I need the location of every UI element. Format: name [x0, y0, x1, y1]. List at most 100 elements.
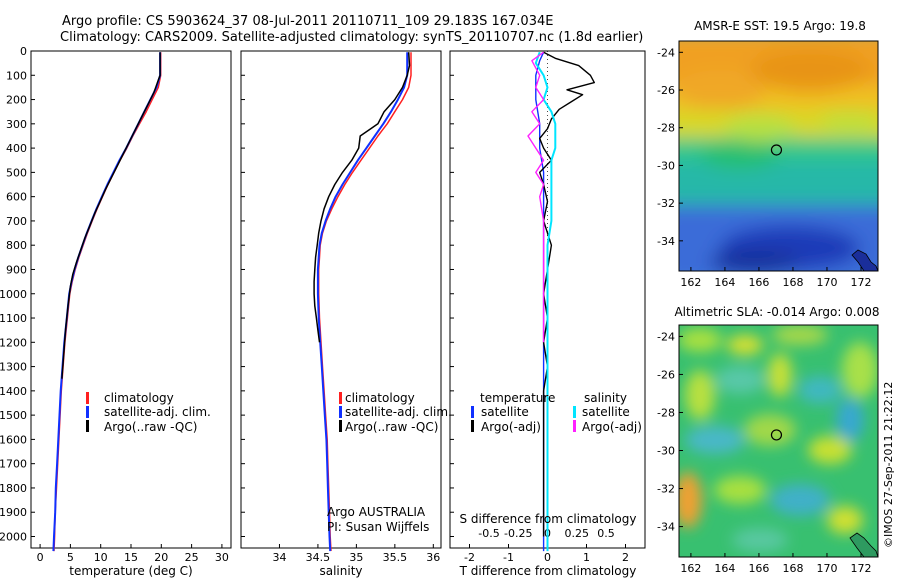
legend-label: satellite-adj. clim. — [104, 405, 211, 419]
lat-tick-label: -30 — [657, 445, 675, 458]
temperature-xlabel: temperature (deg C) — [69, 564, 192, 578]
x-tick-label: 35 — [349, 551, 363, 564]
x-tick-label: 15 — [124, 551, 138, 564]
salinity-xlabel: salinity — [319, 564, 362, 578]
legend-swatch-satellite — [86, 406, 89, 418]
legend-swatch-sat-salinity — [573, 406, 576, 418]
s-diff-tick-label: 0.25 — [565, 527, 590, 540]
legend-swatch-climatology — [339, 392, 342, 404]
legend-swatch-climatology — [86, 392, 89, 404]
lon-tick-label: 168 — [782, 562, 803, 575]
series-line-argo — [61, 52, 161, 379]
legend-label: Argo(-adj) — [481, 420, 541, 434]
depth-tick-label: 1200 — [0, 336, 27, 349]
t-diff-tick-label: 0 — [544, 551, 551, 564]
depth-tick-label: 1400 — [0, 385, 27, 398]
argo-program-annotation: Argo AUSTRALIA — [327, 505, 426, 519]
depth-tick-label: 100 — [6, 69, 27, 82]
legend-swatch-argo-temperature — [471, 420, 474, 432]
difference-legend: temperature salinity satellite Argo(-adj… — [471, 391, 642, 434]
legend-header-temperature: temperature — [480, 391, 555, 405]
series-line-climatology — [53, 52, 162, 552]
t-diff-tick-label: 2 — [622, 551, 629, 564]
s-diff-tick-label: -0.25 — [504, 527, 532, 540]
depth-tick-label: 1500 — [0, 409, 27, 422]
lon-tick-label: 170 — [816, 276, 837, 289]
lon-tick-label: 164 — [714, 562, 735, 575]
depth-tick-label: 2000 — [0, 531, 27, 544]
sst-map-frame — [678, 40, 879, 272]
depth-tick-label: 1000 — [0, 288, 27, 301]
depth-tick-label: 200 — [6, 94, 27, 107]
lat-tick-label: -26 — [657, 84, 675, 97]
diff-line-sat-salinity — [534, 51, 557, 552]
series-line-argo — [313, 52, 411, 343]
depth-tick-label: 1600 — [0, 433, 27, 446]
lat-tick-label: -24 — [657, 46, 675, 59]
x-tick-label: 20 — [154, 551, 168, 564]
lon-tick-label: 162 — [680, 276, 701, 289]
difference-xlabel-top: S difference from climatology — [460, 512, 637, 526]
diff-line-argo-salinity — [527, 51, 545, 343]
t-diff-tick-label: -1 — [503, 551, 514, 564]
pi-annotation: PI: Susan Wijffels — [327, 520, 429, 534]
s-diff-tick-label: 0.5 — [597, 527, 615, 540]
x-tick-label: 34 — [272, 551, 286, 564]
depth-tick-label: 500 — [6, 166, 27, 179]
depth-tick-label: 800 — [6, 239, 27, 252]
sst-map — [679, 41, 878, 271]
depth-tick-label: 1300 — [0, 361, 27, 374]
argo-location-marker — [770, 144, 783, 156]
temperature-legend: climatology satellite-adj. clim. Argo(..… — [86, 391, 211, 434]
legend-header-salinity: salinity — [584, 391, 627, 405]
legend-swatch-argo — [339, 420, 342, 432]
sla-map-axes: 162 164 166 168 170 172 -24 -26 -28 -30 -32 -34 — [657, 330, 871, 575]
temperature-plot: 0 5 10 15 20 25 30 — [37, 52, 229, 564]
lon-tick-label: 170 — [816, 562, 837, 575]
sst-map-title: AMSR-E SST: 19.5 Argo: 19.8 — [694, 19, 866, 33]
t-diff-tick-label: 1 — [583, 551, 590, 564]
argo-location-marker — [770, 429, 783, 441]
lon-tick-label: 168 — [782, 276, 803, 289]
x-tick-label: 30 — [215, 551, 229, 564]
depth-tick-label: 300 — [6, 118, 27, 131]
lon-tick-label: 172 — [850, 562, 871, 575]
series-line-climatology — [317, 52, 412, 552]
x-tick-label: 35.5 — [383, 551, 408, 564]
lon-tick-label: 166 — [748, 276, 769, 289]
depth-tick-label: 600 — [6, 191, 27, 204]
x-tick-label: 10 — [94, 551, 108, 564]
lon-tick-label: 162 — [680, 562, 701, 575]
figure-title-line1: Argo profile: CS 5903624_37 08-Jul-2011 … — [62, 14, 553, 29]
lat-tick-label: -26 — [657, 368, 675, 381]
difference-plot: -2 -1 0 1 2-0.5 -0.25 0 0.25 0.5 — [464, 51, 629, 564]
depth-tick-label: 900 — [6, 263, 27, 276]
sst-map-axes: 162 164 166 168 170 172 -24 -26 -28 -30 -32 -34 — [657, 46, 871, 289]
salinity-panel — [240, 50, 442, 549]
x-tick-label: 5 — [67, 551, 74, 564]
x-tick-label: 25 — [185, 551, 199, 564]
lat-tick-label: -28 — [657, 406, 675, 419]
lat-tick-label: -34 — [657, 521, 675, 534]
legend-label: satellite — [582, 405, 630, 419]
series-line-satellite — [316, 52, 409, 552]
temperature-panel — [30, 50, 232, 549]
legend-label: satellite — [481, 405, 529, 419]
lat-tick-label: -32 — [657, 483, 675, 496]
figure-title-line2: Climatology: CARS2009. Satellite-adjuste… — [60, 30, 643, 45]
legend-swatch-sat-temperature — [471, 406, 474, 418]
lon-tick-label: 172 — [850, 276, 871, 289]
legend-label: Argo(..raw -QC) — [104, 420, 197, 434]
depth-tick-label: 400 — [6, 142, 27, 155]
legend-label: climatology — [104, 391, 174, 405]
lat-tick-label: -24 — [657, 330, 675, 343]
legend-label: satellite-adj. clim. — [345, 405, 452, 419]
lon-tick-label: 164 — [714, 276, 735, 289]
sla-map-title: Altimetric SLA: -0.014 Argo: 0.008 — [674, 305, 879, 319]
lat-tick-label: -30 — [657, 159, 675, 172]
legend-swatch-argo — [86, 420, 89, 432]
depth-tick-label: 1900 — [0, 506, 27, 519]
t-diff-tick-label: -2 — [464, 551, 475, 564]
sla-map — [679, 325, 878, 557]
